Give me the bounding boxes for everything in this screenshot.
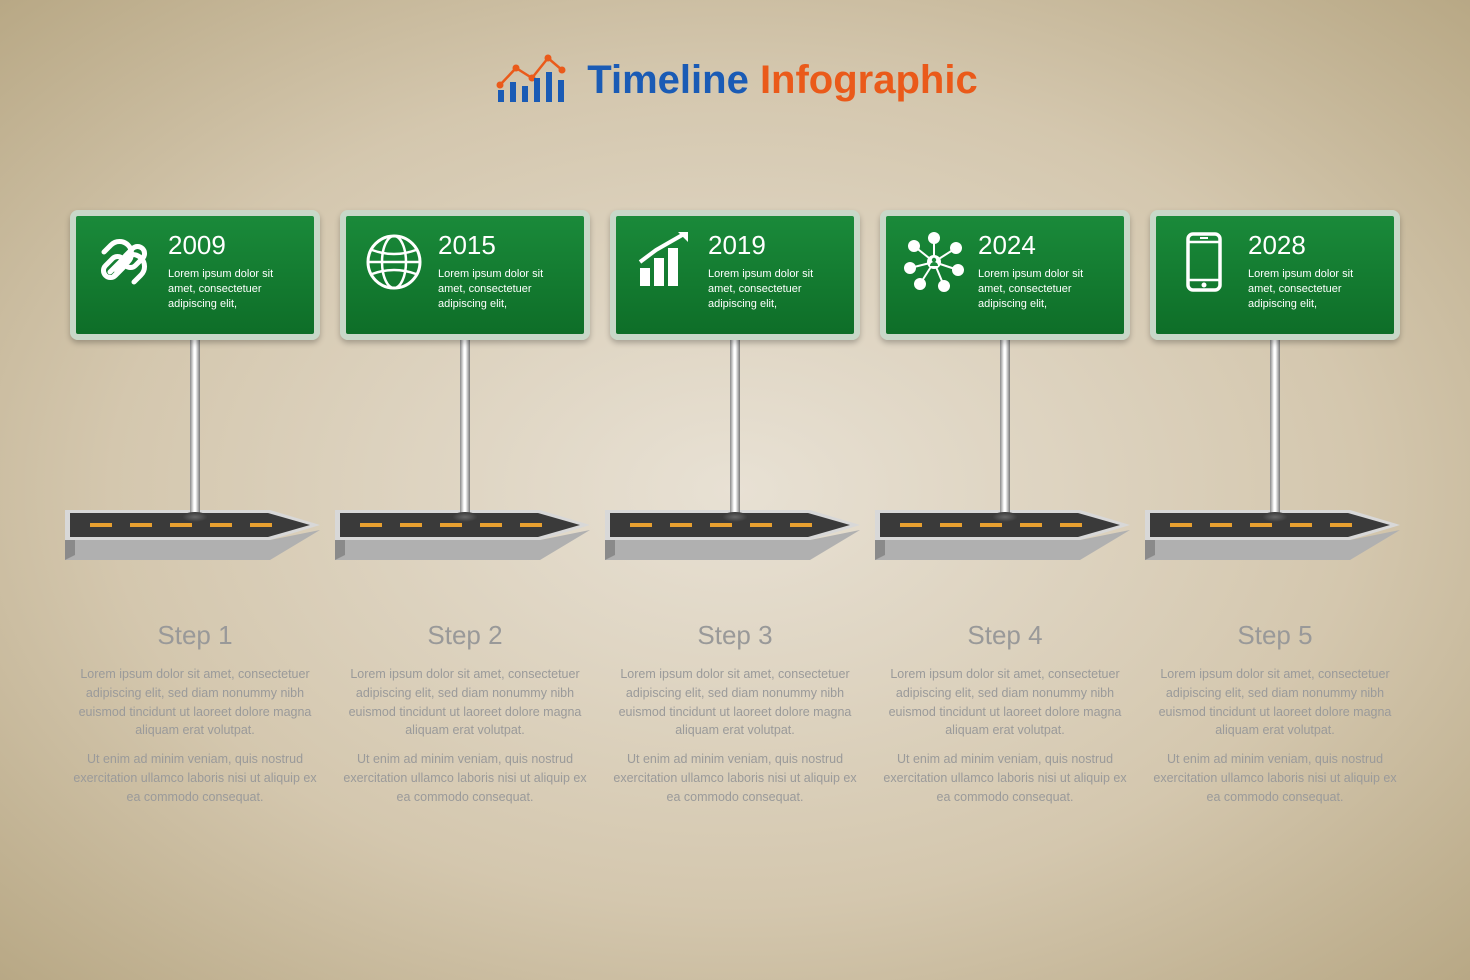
- step-p2: Ut enim ad minim veniam, quis nostrud ex…: [340, 750, 590, 806]
- sign-text: 2009 Lorem ipsum dolor sit amet, consect…: [168, 228, 300, 312]
- step-title: Step 1: [70, 620, 320, 651]
- signboard: 2019 Lorem ipsum dolor sit amet, consect…: [610, 210, 860, 340]
- globe-icon: [360, 228, 428, 296]
- sign-year: 2028: [1248, 228, 1380, 263]
- sign-body: Lorem ipsum dolor sit amet, consectetuer…: [978, 267, 1110, 312]
- link-icon: [90, 228, 158, 296]
- step-body: Lorem ipsum dolor sit amet, consectetuer…: [340, 665, 590, 806]
- timeline-row: 2009 Lorem ipsum dolor sit amet, consect…: [0, 210, 1470, 340]
- sign-pole: [1270, 338, 1280, 518]
- milestone-2019: 2019 Lorem ipsum dolor sit amet, consect…: [610, 210, 860, 340]
- step-p1: Lorem ipsum dolor sit amet, consectetuer…: [610, 665, 860, 740]
- sign-body: Lorem ipsum dolor sit amet, consectetuer…: [708, 267, 840, 312]
- chart-icon: [630, 228, 698, 296]
- title-word-2: Infographic: [760, 58, 978, 102]
- phone-icon: [1170, 228, 1238, 296]
- sign-year: 2019: [708, 228, 840, 263]
- sign-year: 2009: [168, 228, 300, 263]
- milestone-2028: 2028 Lorem ipsum dolor sit amet, consect…: [1150, 210, 1400, 340]
- step-title: Step 4: [880, 620, 1130, 651]
- sign-text: 2024 Lorem ipsum dolor sit amet, consect…: [978, 228, 1110, 312]
- step-p2: Ut enim ad minim veniam, quis nostrud ex…: [70, 750, 320, 806]
- step-1: Step 1 Lorem ipsum dolor sit amet, conse…: [70, 620, 320, 816]
- header: Timeline Infographic: [0, 0, 1470, 110]
- step-p2: Ut enim ad minim veniam, quis nostrud ex…: [610, 750, 860, 806]
- sign-body: Lorem ipsum dolor sit amet, consectetuer…: [438, 267, 570, 312]
- steps-row: Step 1 Lorem ipsum dolor sit amet, conse…: [0, 620, 1470, 816]
- step-p1: Lorem ipsum dolor sit amet, consectetuer…: [1150, 665, 1400, 740]
- step-body: Lorem ipsum dolor sit amet, consectetuer…: [70, 665, 320, 806]
- sign-pole: [190, 338, 200, 518]
- signboard: 2015 Lorem ipsum dolor sit amet, consect…: [340, 210, 590, 340]
- sign-pole: [730, 338, 740, 518]
- step-p1: Lorem ipsum dolor sit amet, consectetuer…: [880, 665, 1130, 740]
- milestone-2024: 2024 Lorem ipsum dolor sit amet, consect…: [880, 210, 1130, 340]
- step-5: Step 5 Lorem ipsum dolor sit amet, conse…: [1150, 620, 1400, 816]
- step-body: Lorem ipsum dolor sit amet, consectetuer…: [610, 665, 860, 806]
- step-p2: Ut enim ad minim veniam, quis nostrud ex…: [1150, 750, 1400, 806]
- step-2: Step 2 Lorem ipsum dolor sit amet, conse…: [340, 620, 590, 816]
- signboard: 2009 Lorem ipsum dolor sit amet, consect…: [70, 210, 320, 340]
- network-icon: [900, 228, 968, 296]
- sign-pole: [460, 338, 470, 518]
- sign-body: Lorem ipsum dolor sit amet, consectetuer…: [1248, 267, 1380, 312]
- step-body: Lorem ipsum dolor sit amet, consectetuer…: [1150, 665, 1400, 806]
- sign-pole: [1000, 338, 1010, 518]
- step-p1: Lorem ipsum dolor sit amet, consectetuer…: [70, 665, 320, 740]
- step-3: Step 3 Lorem ipsum dolor sit amet, conse…: [610, 620, 860, 816]
- step-title: Step 2: [340, 620, 590, 651]
- page-title: Timeline Infographic: [587, 58, 977, 103]
- title-word-1: Timeline: [587, 58, 749, 102]
- step-4: Step 4 Lorem ipsum dolor sit amet, conse…: [880, 620, 1130, 816]
- step-title: Step 5: [1150, 620, 1400, 651]
- sign-text: 2028 Lorem ipsum dolor sit amet, consect…: [1248, 228, 1380, 312]
- header-chart-icon: [492, 50, 572, 110]
- sign-text: 2019 Lorem ipsum dolor sit amet, consect…: [708, 228, 840, 312]
- step-p1: Lorem ipsum dolor sit amet, consectetuer…: [340, 665, 590, 740]
- step-body: Lorem ipsum dolor sit amet, consectetuer…: [880, 665, 1130, 806]
- step-p2: Ut enim ad minim veniam, quis nostrud ex…: [880, 750, 1130, 806]
- milestone-2009: 2009 Lorem ipsum dolor sit amet, consect…: [70, 210, 320, 340]
- sign-text: 2015 Lorem ipsum dolor sit amet, consect…: [438, 228, 570, 312]
- step-title: Step 3: [610, 620, 860, 651]
- sign-year: 2015: [438, 228, 570, 263]
- sign-body: Lorem ipsum dolor sit amet, consectetuer…: [168, 267, 300, 312]
- signboard: 2024 Lorem ipsum dolor sit amet, consect…: [880, 210, 1130, 340]
- sign-year: 2024: [978, 228, 1110, 263]
- milestone-2015: 2015 Lorem ipsum dolor sit amet, consect…: [340, 210, 590, 340]
- signboard: 2028 Lorem ipsum dolor sit amet, consect…: [1150, 210, 1400, 340]
